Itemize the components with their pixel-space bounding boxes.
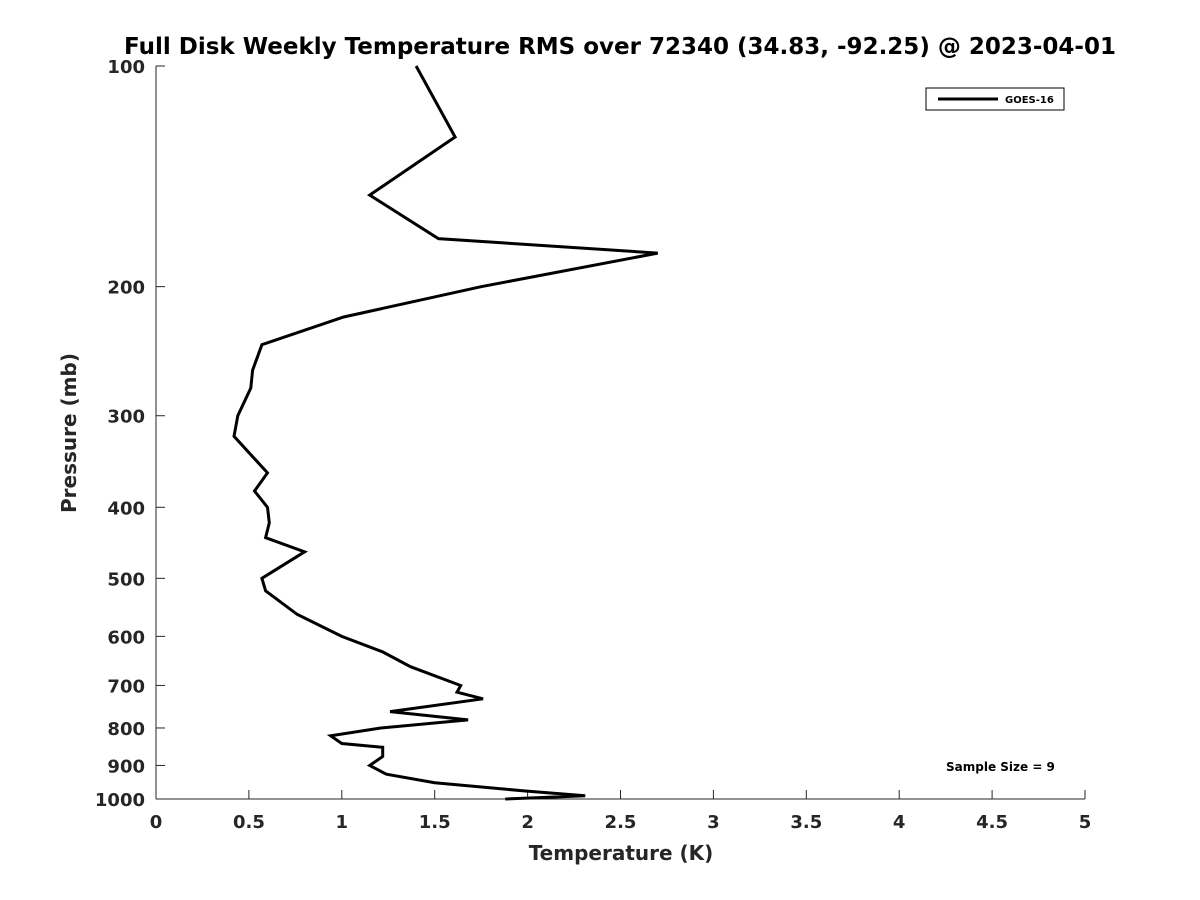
x-tick-label: 4 [893, 812, 906, 833]
x-tick-label: 0 [150, 812, 163, 833]
y-tick-label: 700 [107, 676, 145, 697]
x-tick-label: 3.5 [790, 812, 822, 833]
x-tick-label: 0.5 [233, 812, 265, 833]
x-tick-label: 3 [707, 812, 720, 833]
y-tick-label: 200 [107, 278, 145, 299]
x-tick-label: 2 [521, 812, 534, 833]
y-tick-label: 300 [107, 407, 145, 428]
y-tick-label: 100 [107, 57, 145, 78]
y-tick-label: 900 [107, 756, 145, 777]
x-tick-label: 4.5 [976, 812, 1008, 833]
y-tick-label: 800 [107, 719, 145, 740]
y-tick-label: 1000 [95, 790, 145, 811]
y-tick-label: 500 [107, 569, 145, 590]
x-axis-label: Temperature (K) [529, 841, 714, 865]
x-tick-label: 2.5 [605, 812, 637, 833]
x-tick-label: 1.5 [419, 812, 451, 833]
plot-area: 0 0.5 1 1.5 2 2.5 3 3.5 4 4.5 5 100 200 300 400 500 600 7… [95, 57, 1091, 833]
y-tick-label: 400 [107, 498, 145, 519]
legend-entry-goes-16: GOES-16 [1005, 95, 1054, 106]
legend: GOES-16 [925, 87, 1065, 111]
chart-title: Full Disk Weekly Temperature RMS over 72… [124, 34, 1116, 60]
y-axis-label: Pressure (mb) [57, 353, 81, 513]
series-line-goes-16 [232, 65, 658, 801]
x-tick-label: 5 [1079, 812, 1092, 833]
sample-size-annotation: Sample Size = 9 [946, 760, 1055, 774]
x-tick-label: 1 [336, 812, 349, 833]
y-tick-label: 600 [107, 627, 145, 648]
